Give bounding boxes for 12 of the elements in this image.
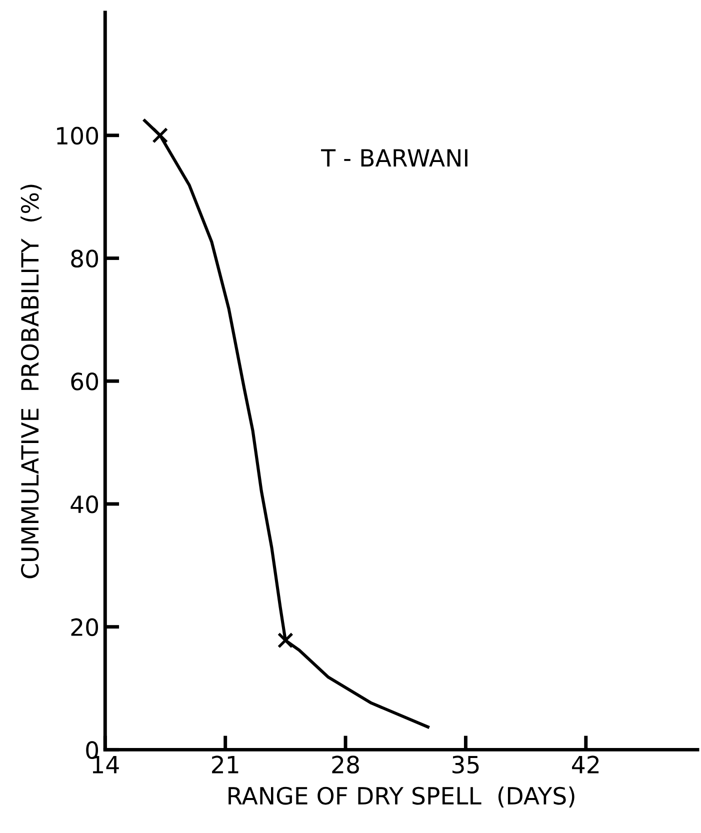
x-tick-label: 21 [212, 756, 238, 774]
y-axis-title: CUMMULATIVE PROBABILITY (%) [20, 184, 42, 578]
x-tick-label: 42 [572, 756, 599, 774]
annotation: T - BARWANI [321, 149, 468, 166]
x-tick-label: 28 [332, 756, 359, 774]
y-tick-label: 80 [71, 250, 98, 268]
y-tick-label: 60 [71, 372, 98, 390]
x-axis-title: RANGE OF DRY SPELL (DAYS) [228, 786, 574, 808]
y-tick-label: 40 [70, 495, 98, 514]
y-tick-label: 100 [57, 126, 98, 145]
y-tick-label: 20 [71, 618, 98, 636]
x-tick-label: 35 [452, 756, 479, 774]
